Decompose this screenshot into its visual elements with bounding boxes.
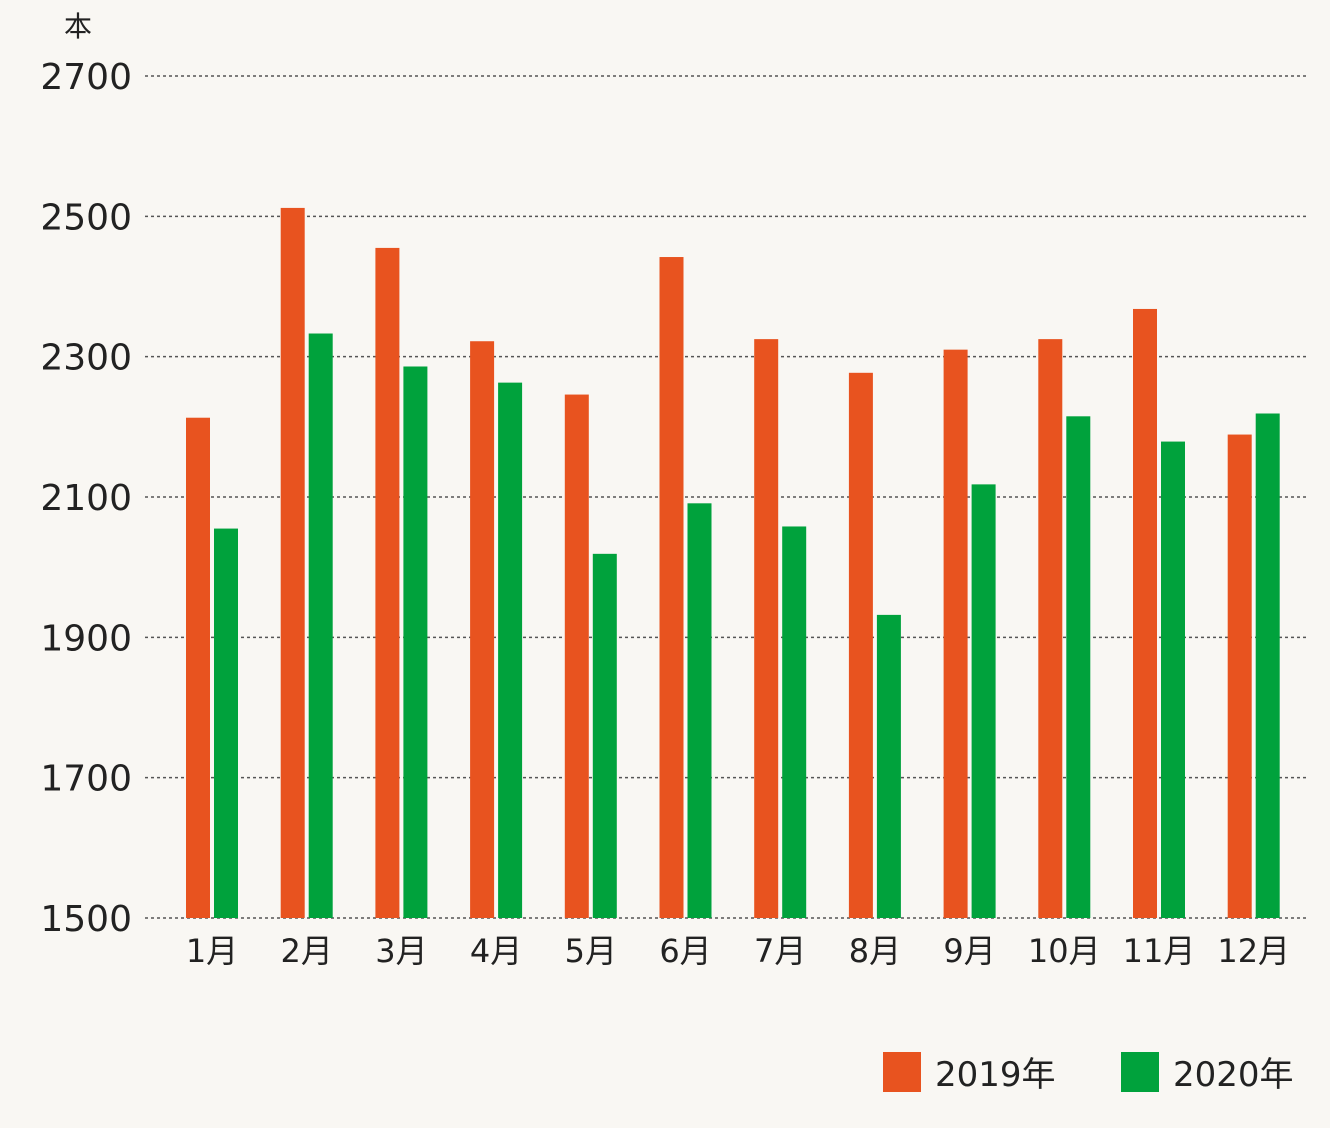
x-category-label: 1月 — [186, 932, 238, 970]
grid-lines — [145, 75, 1307, 919]
x-category-label: 6月 — [659, 932, 711, 970]
bar-series-1 — [1038, 339, 1063, 918]
bar-series-2 — [308, 333, 333, 918]
x-category-label: 7月 — [754, 932, 806, 970]
x-category-label: 8月 — [849, 932, 901, 970]
x-category-label: 2月 — [281, 932, 333, 970]
legend-swatch — [1121, 1052, 1159, 1092]
x-category-label: 3月 — [375, 932, 427, 970]
y-axis-unit-label: 本 — [64, 10, 92, 43]
bar-series-1 — [470, 341, 495, 919]
bar-series-2 — [782, 526, 807, 918]
x-category-label: 4月 — [470, 932, 522, 970]
y-tick-label: 2100 — [40, 478, 132, 519]
bar-series-2 — [403, 366, 428, 918]
bar-series-2 — [1255, 413, 1280, 918]
y-tick-label: 1500 — [40, 899, 132, 940]
legend-swatch — [883, 1052, 921, 1092]
bar-series-1 — [659, 257, 684, 918]
y-tick-label: 1700 — [40, 759, 132, 800]
bar-series-1 — [1227, 434, 1252, 918]
y-tick-label: 2700 — [40, 57, 132, 98]
bar-series-1 — [186, 417, 210, 918]
bar-series-1 — [375, 247, 400, 919]
y-axis-ticks: 1500 1700 1900 2100 2300 2500 2700 — [40, 57, 132, 940]
bar-series-2 — [1066, 416, 1091, 918]
bar-series-1 — [943, 349, 968, 918]
bar-series-2 — [498, 382, 523, 919]
x-axis-category-labels: 1月 2月 3月 4月 5月 6月 7月 8月 9月 10月 11月 12月 — [186, 932, 1290, 970]
bar-series-2 — [1161, 441, 1185, 918]
bar-series-2 — [214, 528, 238, 918]
bar-series-2 — [592, 553, 617, 918]
bars — [186, 207, 1280, 919]
bar-series-2 — [971, 484, 996, 918]
bar-series-1 — [754, 339, 779, 918]
y-tick-label: 2500 — [40, 197, 132, 238]
legend-label: 2020年 — [1173, 1055, 1294, 1095]
legend: 2019年 2020年 — [883, 1052, 1294, 1095]
bar-series-1 — [848, 372, 873, 918]
bar-series-1 — [564, 394, 589, 919]
x-category-label: 9月 — [943, 932, 995, 970]
bar-series-1 — [280, 207, 305, 918]
bar-series-2 — [876, 614, 901, 918]
x-category-label: 11月 — [1123, 932, 1196, 970]
bar-series-1 — [1133, 308, 1157, 918]
y-tick-label: 2300 — [40, 338, 132, 379]
x-category-label: 5月 — [565, 932, 617, 970]
bar-series-2 — [687, 503, 712, 918]
x-category-label: 10月 — [1028, 932, 1101, 970]
legend-label: 2019年 — [935, 1055, 1056, 1095]
y-tick-label: 1900 — [40, 618, 132, 659]
x-category-label: 12月 — [1217, 932, 1290, 970]
